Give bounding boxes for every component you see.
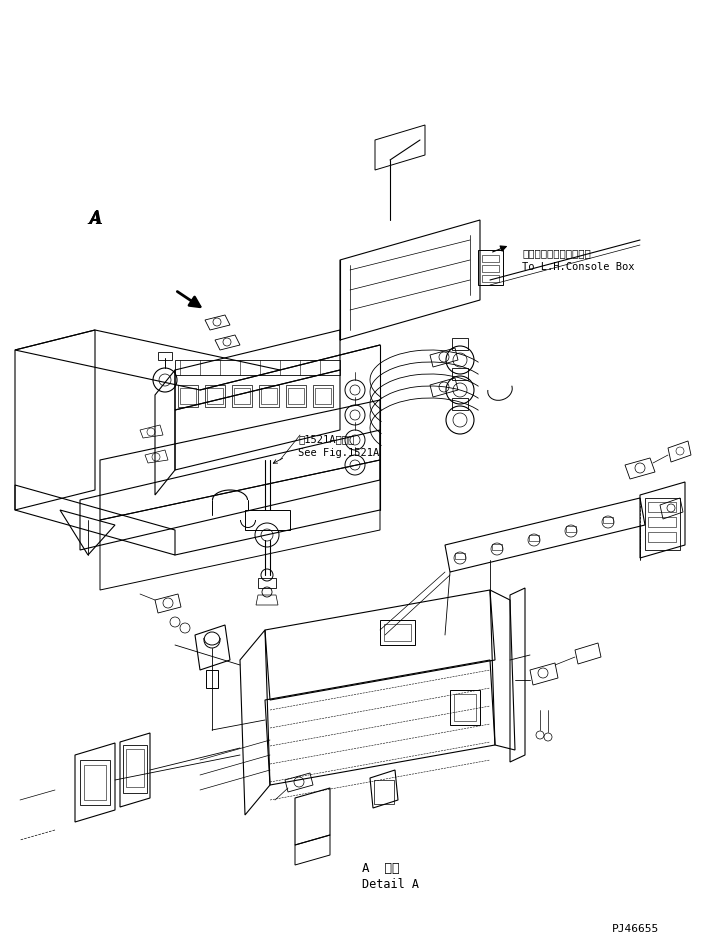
Bar: [450, 690, 480, 725]
Bar: [384, 624, 411, 641]
Bar: [313, 385, 333, 407]
Bar: [454, 694, 476, 721]
Bar: [175, 360, 340, 375]
Bar: [603, 517, 613, 523]
Bar: [374, 780, 394, 804]
Bar: [452, 338, 468, 350]
Bar: [566, 526, 576, 532]
Bar: [178, 385, 198, 407]
Bar: [482, 275, 499, 282]
Bar: [478, 250, 503, 285]
Bar: [482, 265, 499, 272]
Bar: [648, 502, 676, 512]
Text: 左コンソールボックスへ: 左コンソールボックスへ: [522, 248, 591, 258]
Bar: [286, 385, 306, 407]
Text: To L.H.Console Box: To L.H.Console Box: [522, 262, 635, 272]
Bar: [380, 620, 415, 645]
Bar: [123, 745, 147, 793]
Text: A  詳細: A 詳細: [362, 862, 399, 875]
Bar: [232, 385, 252, 407]
Bar: [180, 388, 196, 404]
Bar: [207, 388, 223, 404]
Text: PJ46655: PJ46655: [612, 924, 659, 934]
Bar: [80, 760, 110, 805]
Text: Detail A: Detail A: [362, 878, 419, 891]
Text: See Fig.1521A: See Fig.1521A: [298, 448, 379, 458]
Bar: [206, 670, 218, 688]
Bar: [452, 398, 468, 410]
Bar: [288, 388, 304, 404]
Bar: [492, 544, 502, 550]
Text: A: A: [88, 210, 102, 228]
Bar: [648, 532, 676, 542]
Bar: [648, 517, 676, 527]
Bar: [158, 352, 172, 360]
Bar: [259, 385, 279, 407]
Bar: [645, 498, 680, 550]
Bar: [455, 553, 465, 559]
Bar: [126, 749, 144, 787]
Bar: [482, 255, 499, 262]
Bar: [529, 535, 539, 541]
Bar: [234, 388, 250, 404]
Text: A: A: [90, 210, 100, 228]
Bar: [315, 388, 331, 404]
Bar: [452, 368, 468, 380]
Bar: [261, 388, 277, 404]
Text: 第1521A図参照: 第1521A図参照: [298, 434, 355, 444]
Bar: [84, 765, 106, 800]
Bar: [205, 385, 225, 407]
